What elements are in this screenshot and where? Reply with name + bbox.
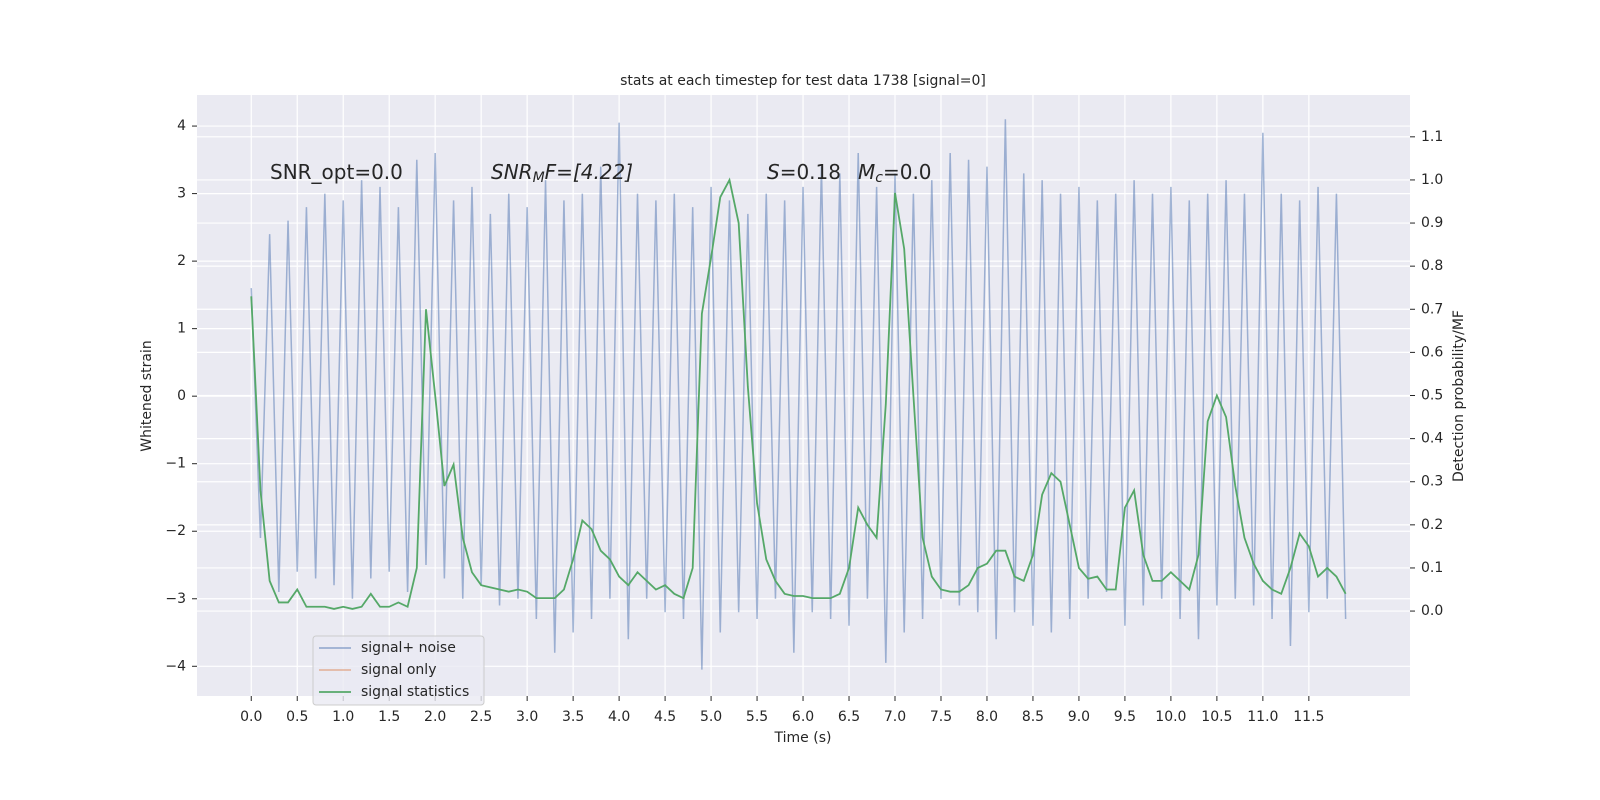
legend: signal+ noise signal only signal statistic… xyxy=(312,635,485,706)
x-tick-label: 0.5 xyxy=(286,709,308,725)
x-tick-label: 8.5 xyxy=(1022,709,1044,725)
y-tick-label: 1 xyxy=(177,321,186,337)
y-axis-label: Whitened strain xyxy=(139,340,155,451)
legend-label: signal statistics xyxy=(361,684,469,700)
x-tick-label: 4.5 xyxy=(654,709,676,725)
annotation-tail: =0.18 xyxy=(780,160,841,184)
y2-tick-label: 0.3 xyxy=(1421,474,1443,490)
annotation-base: S xyxy=(767,160,780,184)
y-tick-label: −2 xyxy=(165,523,186,539)
y-tick-label: 0 xyxy=(177,388,186,404)
y2-tick-label: 0.0 xyxy=(1421,603,1443,619)
x-tick-label: 3.5 xyxy=(562,709,584,725)
x-tick-label: 10.0 xyxy=(1155,709,1186,725)
series-line xyxy=(250,177,1347,610)
annotation-sub: M xyxy=(533,170,545,186)
x-tick-label: 9.5 xyxy=(1114,709,1136,725)
annotation-tail: =0.0 xyxy=(883,160,932,184)
x-tick-label: 0.0 xyxy=(240,709,262,725)
x-tick-label: 6.0 xyxy=(792,709,814,725)
x-tick-label: 2.0 xyxy=(424,709,446,725)
axes: 0.0 0.5 1.0 1.5 2.0 2.5 3.0 3.5 4.0 4.5 5.0 5.5 6.0 6… xyxy=(165,118,1443,725)
y2-tick-label: 0.2 xyxy=(1421,517,1443,533)
y2-tick-label: 0.7 xyxy=(1421,301,1443,317)
x-tick-label: 8.0 xyxy=(976,709,998,725)
x-tick-label: 1.0 xyxy=(332,709,354,725)
annotations: SNR_opt=0.0 SNRMF=[4.22] S=0.18 Mc=0.0 xyxy=(270,160,932,187)
y-tick-label: 3 xyxy=(177,186,186,202)
x-tick-label: 9.0 xyxy=(1068,709,1090,725)
x-tick-label: 5.0 xyxy=(700,709,722,725)
y-tick-label: 2 xyxy=(177,253,186,269)
y2-tick-label: 1.1 xyxy=(1421,129,1443,145)
annotation-sub: c xyxy=(875,170,883,186)
annotation: SNRMF=[4.22] xyxy=(491,160,633,187)
annotation: Mc=0.0 xyxy=(858,160,932,187)
x-tick-label: 11.0 xyxy=(1247,709,1278,725)
x-tick-label: 6.5 xyxy=(838,709,860,725)
legend-label: signal only xyxy=(361,662,436,678)
series-line xyxy=(250,119,1347,670)
y2-tick-label: 0.6 xyxy=(1421,344,1443,360)
legend-box xyxy=(312,635,485,706)
x-tick-label: 7.5 xyxy=(930,709,952,725)
x-tick-label: 7.0 xyxy=(884,709,906,725)
y2-axis-label: Detection probability/MF xyxy=(1451,310,1467,482)
annotation-tail: F=[4.22] xyxy=(545,160,633,184)
annotation-base: SNR xyxy=(491,160,533,184)
y-tick-label: 4 xyxy=(177,118,186,134)
x-axis-label: Time (s) xyxy=(774,730,832,746)
y2-tick-label: 0.5 xyxy=(1421,388,1443,404)
y2-tick-label: 0.1 xyxy=(1421,560,1443,576)
x-tick-label: 5.5 xyxy=(746,709,768,725)
x-tick-label: 11.5 xyxy=(1293,709,1324,725)
x-tick-label: 1.5 xyxy=(378,709,400,725)
x-tick-label: 4.0 xyxy=(608,709,630,725)
y2-tick-label: 0.8 xyxy=(1421,258,1443,274)
annotation: SNR_opt=0.0 xyxy=(270,160,403,184)
series-layer xyxy=(250,119,1347,670)
annotation-base: M xyxy=(858,160,875,184)
x-tick-label: 2.5 xyxy=(470,709,492,725)
annotation: S=0.18 xyxy=(767,160,841,184)
y2-tick-label: 0.4 xyxy=(1421,431,1443,447)
y-tick-label: −1 xyxy=(165,456,186,472)
y2-tick-label: 1.0 xyxy=(1421,172,1443,188)
y-tick-label: −4 xyxy=(165,658,186,674)
y-tick-label: −3 xyxy=(165,591,186,607)
legend-label: signal+ noise xyxy=(361,640,456,656)
annotation-base: SNR_opt=0.0 xyxy=(270,160,403,184)
chart-title: stats at each timestep for test data 173… xyxy=(620,73,986,89)
y2-tick-label: 0.9 xyxy=(1421,215,1443,231)
x-tick-label: 10.5 xyxy=(1201,709,1232,725)
x-tick-label: 3.0 xyxy=(516,709,538,725)
